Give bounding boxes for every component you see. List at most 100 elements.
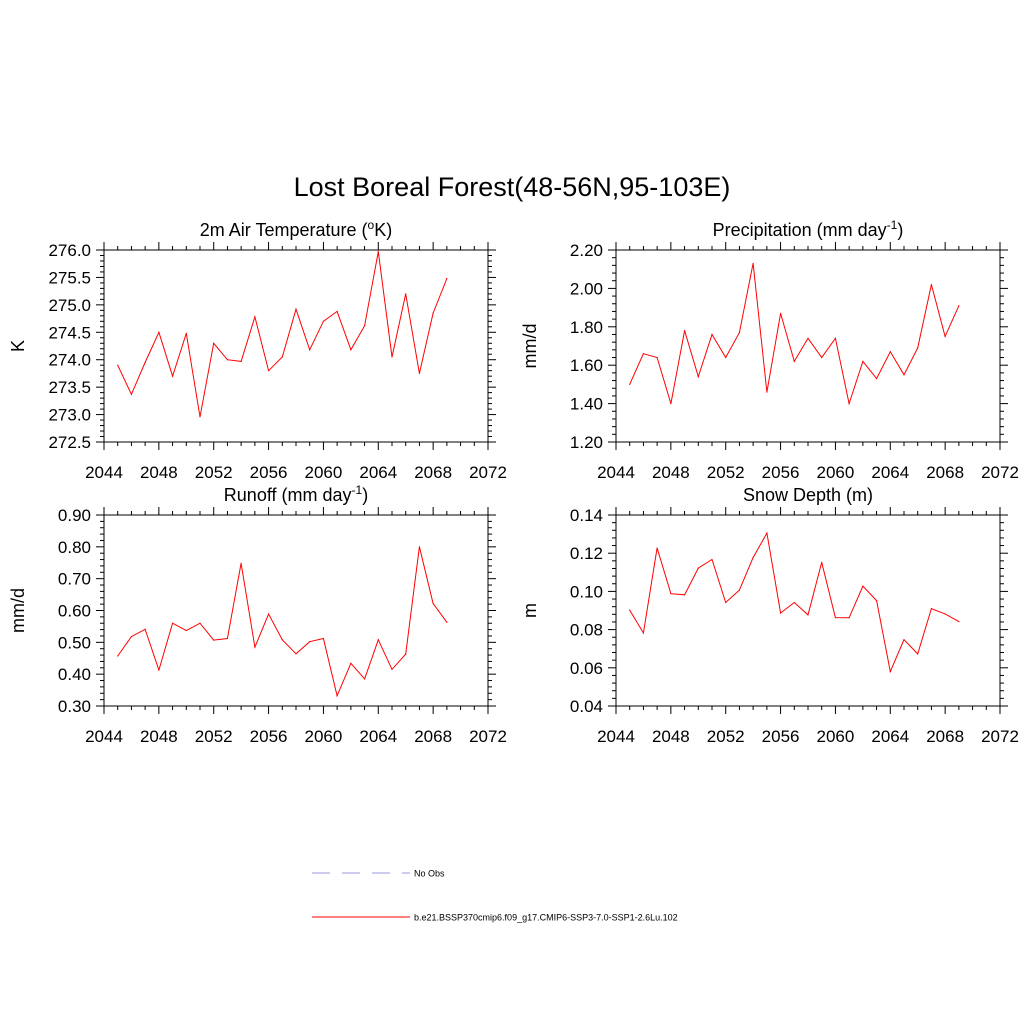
data-point [834, 616, 837, 619]
data-point [711, 333, 713, 336]
x-tick-label: 2052 [195, 727, 233, 746]
x-tick-label: 2056 [250, 727, 288, 746]
data-point [213, 342, 215, 344]
x-tick-label: 2044 [85, 463, 123, 482]
data-point [418, 546, 421, 548]
data-point [834, 337, 837, 339]
y-tick-label: 0.14 [570, 506, 603, 525]
y-axis-label: mm/d [8, 588, 28, 633]
x-tick-label: 2072 [469, 727, 507, 746]
data-point [807, 337, 809, 339]
y-tick-label: 0.04 [570, 697, 603, 716]
y-tick-label: 275.5 [48, 268, 91, 287]
data-point [875, 599, 878, 602]
plot-frame [103, 249, 489, 443]
data-point [405, 653, 407, 655]
panel-title: Precipitation (mm day-1) [713, 218, 904, 240]
data-point [642, 353, 645, 355]
data-point [405, 293, 407, 295]
data-point [793, 360, 795, 362]
x-tick-label: 2072 [469, 463, 507, 482]
data-point [848, 617, 850, 619]
data-point [875, 378, 878, 380]
data-point [793, 601, 795, 604]
series-line [117, 251, 448, 417]
x-tick-label: 2056 [762, 727, 800, 746]
y-tick-label: 2.20 [570, 241, 603, 260]
panel-1: 2m Air Temperature (oK) K 2044 2048 2052 2056… [8, 218, 507, 482]
y-tick-label: 0.10 [570, 582, 603, 601]
y-tick-label: 0.70 [58, 570, 91, 589]
y-tick-label: 2.00 [570, 279, 603, 298]
data-point [117, 364, 119, 366]
x-tick-label: 2068 [926, 463, 964, 482]
data-point [309, 641, 311, 643]
y-tick-label: 0.60 [58, 602, 91, 621]
y-tick-label: 274.0 [48, 351, 91, 370]
plot-frame [615, 249, 1001, 443]
y-tick-label: 276.0 [48, 241, 91, 260]
x-tick-label: 2060 [817, 463, 855, 482]
data-point [432, 312, 434, 314]
data-point [670, 403, 672, 405]
y-tick-label: 1.80 [570, 318, 603, 337]
data-point [185, 629, 187, 632]
data-point [930, 607, 933, 610]
data-point [917, 347, 919, 349]
y-tick-label: 273.5 [48, 378, 91, 397]
data-point [158, 669, 160, 671]
y-tick-label: 0.80 [58, 538, 91, 557]
data-point [656, 547, 658, 549]
data-point [848, 403, 850, 405]
data-point [199, 416, 201, 418]
x-tick-label: 2048 [140, 727, 178, 746]
data-point [889, 671, 891, 673]
x-tick-label: 2052 [707, 727, 745, 746]
data-point [117, 655, 119, 657]
data-point [295, 653, 297, 655]
data-point [821, 561, 823, 563]
legend-label: b.e21.BSSP370cmip6.f09_g17.CMIP6-SSP3-7.… [414, 913, 678, 923]
data-point [363, 678, 366, 680]
x-tick-label: 2048 [652, 727, 690, 746]
data-point [446, 277, 448, 280]
data-point [752, 556, 754, 559]
x-tick-label: 2068 [926, 727, 964, 746]
plot-frame [615, 514, 1001, 707]
data-point [144, 361, 146, 364]
data-point [144, 628, 146, 630]
series-line [117, 546, 448, 698]
data-point [226, 359, 229, 361]
x-tick-label: 2064 [359, 727, 397, 746]
x-tick-label: 2064 [359, 463, 397, 482]
data-point [725, 356, 727, 359]
data-point [807, 614, 809, 616]
x-tick-label: 2064 [871, 463, 909, 482]
data-point [158, 331, 160, 333]
data-point [446, 621, 448, 623]
data-point [350, 662, 352, 664]
data-point [281, 356, 283, 358]
data-point [226, 637, 229, 640]
data-point [779, 612, 782, 614]
data-point [766, 391, 768, 393]
data-point [725, 601, 727, 604]
panel-3: Runoff (mm day-1) mm/d 2044 2048 2052 2056 206… [8, 483, 507, 746]
data-point [683, 330, 686, 332]
data-point [670, 593, 672, 595]
y-tick-label: 0.30 [58, 697, 91, 716]
data-point [779, 312, 782, 314]
data-point [185, 332, 187, 334]
data-point [917, 653, 919, 655]
data-point [738, 589, 741, 591]
y-tick-label: 1.40 [570, 395, 603, 414]
x-tick-label: 2048 [652, 463, 690, 482]
data-point [336, 695, 338, 697]
data-point [432, 602, 434, 605]
data-point [377, 251, 379, 253]
y-tick-label: 0.90 [58, 506, 91, 525]
main-title: Lost Boreal Forest(48-56N,95-103E) [294, 172, 731, 202]
data-point [629, 609, 631, 611]
